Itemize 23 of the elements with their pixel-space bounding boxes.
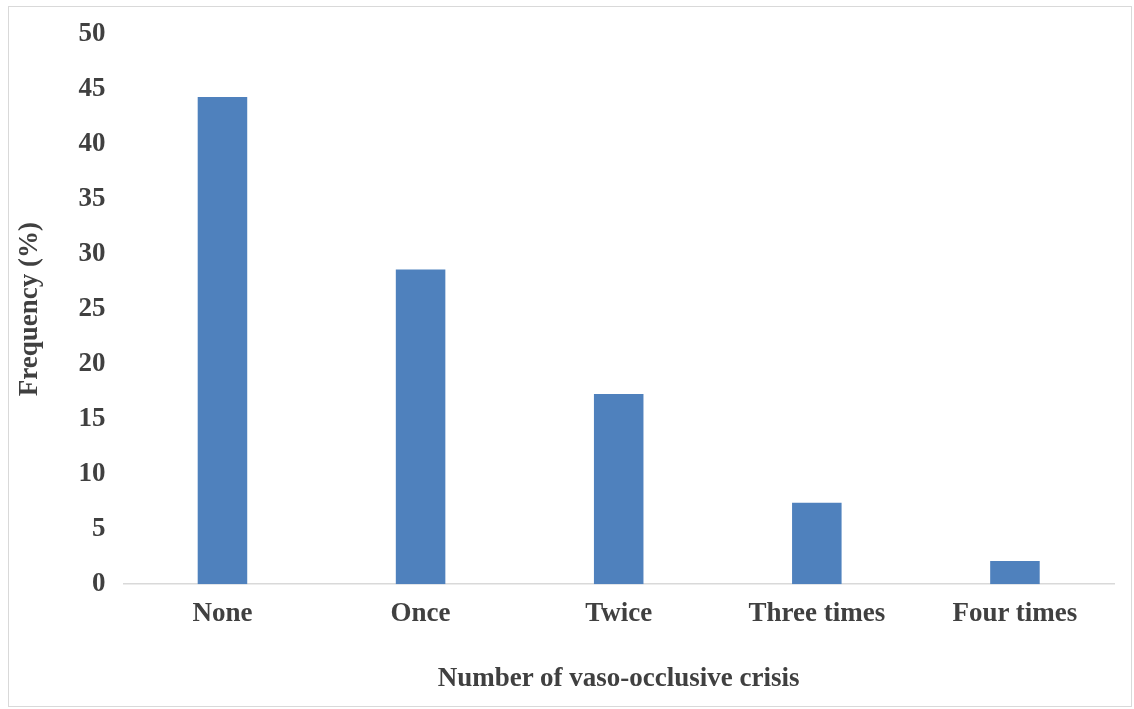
y-tick-label: 25 bbox=[78, 292, 106, 323]
y-tick-label: 40 bbox=[78, 127, 106, 158]
bar bbox=[197, 96, 248, 585]
x-tick-label: Twice bbox=[585, 597, 653, 628]
y-tick-label: 5 bbox=[91, 512, 106, 543]
y-tick-label: 35 bbox=[78, 182, 106, 213]
y-tick-label: 20 bbox=[78, 347, 106, 378]
y-tick-label: 10 bbox=[78, 457, 106, 488]
bar bbox=[990, 561, 1040, 585]
bar bbox=[593, 393, 644, 585]
x-tick-label: Three times bbox=[748, 597, 886, 628]
y-tick-label: 45 bbox=[78, 72, 106, 103]
y-tick-label: 15 bbox=[78, 402, 106, 433]
y-tick-label: 0 bbox=[91, 567, 106, 598]
x-tick-label: Four times bbox=[952, 597, 1078, 628]
y-tick-label: 30 bbox=[78, 237, 106, 268]
y-tick-label: 50 bbox=[78, 17, 106, 48]
bar bbox=[395, 269, 446, 585]
bar bbox=[792, 502, 842, 585]
x-tick-label: Once bbox=[390, 597, 451, 628]
y-axis-title: Frequency (%) bbox=[13, 222, 44, 397]
x-axis-title: Number of vaso-occlusive crisis bbox=[437, 661, 800, 692]
x-tick-label: None bbox=[192, 597, 253, 628]
